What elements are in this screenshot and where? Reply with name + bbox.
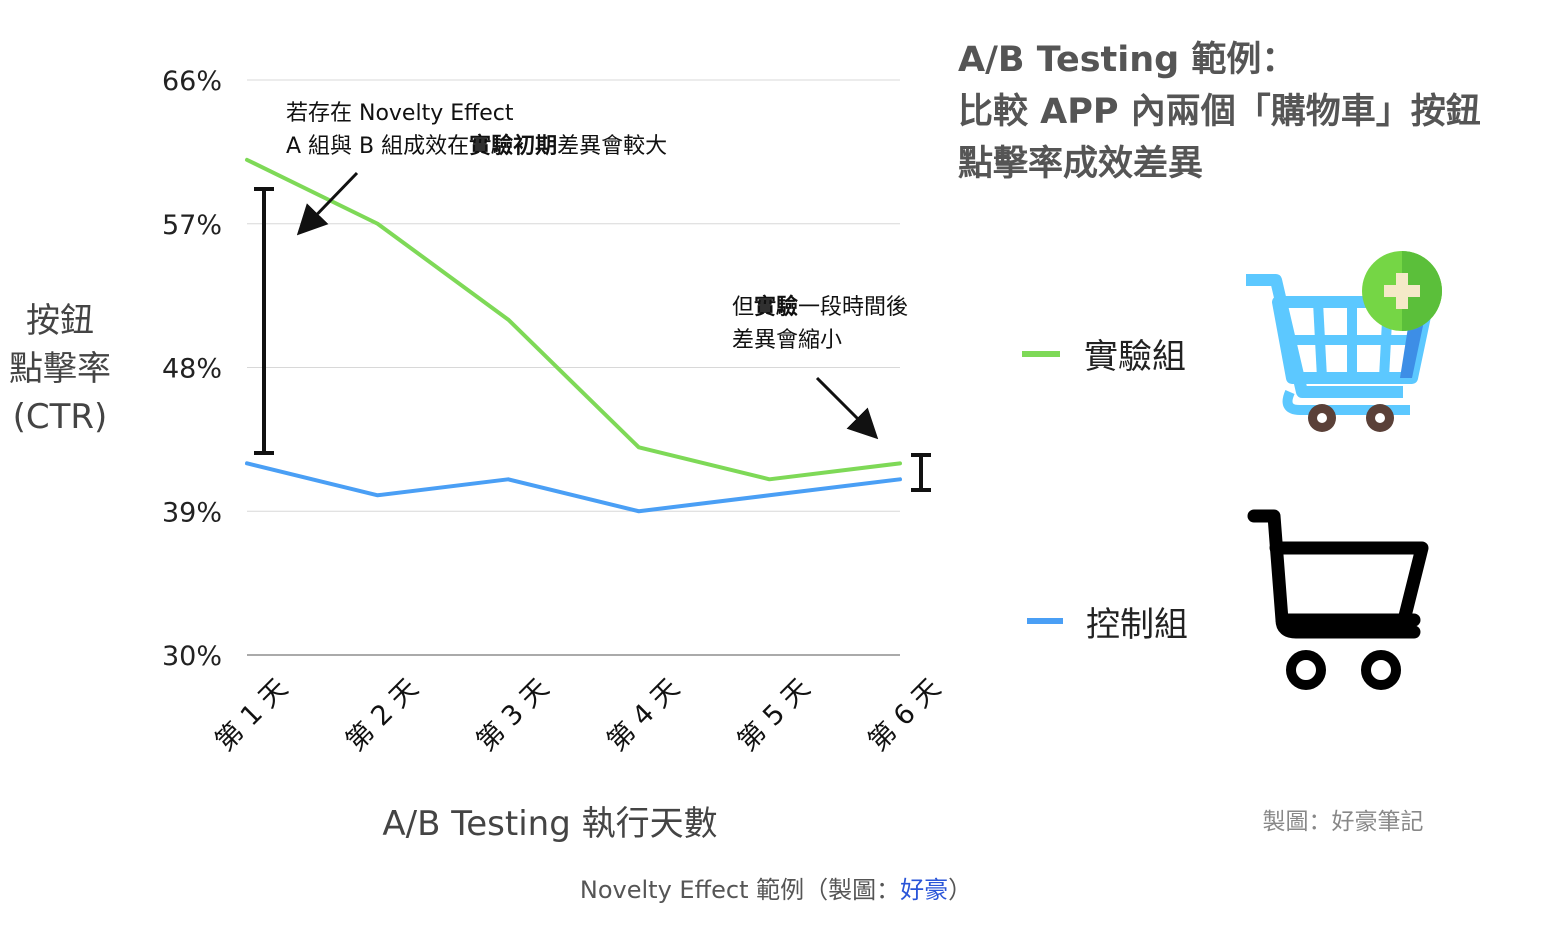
annotation-text: 若存在 Novelty Effect (286, 101, 514, 126)
y-tick-label: 30% (162, 641, 222, 672)
annotation-emphasis: 實驗 (754, 294, 798, 320)
series-line-experiment (245, 157, 902, 482)
x-tick-label: 第 5 天 (732, 673, 816, 757)
annotation-early-difference: 若存在 Novelty Effect A 組與 B 組成效在實驗初期差異會較大 (286, 101, 667, 159)
cart-icon (1247, 509, 1429, 690)
x-tick-label: 第 1 天 (210, 673, 294, 757)
annotation-line: 但實驗一段時間後 (732, 294, 908, 320)
figure-caption: Novelty Effect 範例（製圖：好豪） (0, 870, 1552, 905)
y-axis-label-line-2: 點擊率 (9, 349, 111, 389)
annotation-line: A 組與 B 組成效在實驗初期差異會較大 (286, 133, 667, 159)
y-tick-label: 66% (162, 66, 222, 97)
legend-label-control: 控制組 (1086, 605, 1188, 645)
annotation-emphasis: 實驗初期 (469, 133, 557, 159)
chart-credit: 製圖：好豪筆記 (1263, 809, 1424, 835)
y-tick-labels: 30% 39% 48% 57% 66% (162, 66, 222, 672)
annotation-arrow-early (296, 171, 359, 236)
annotation-line: 若存在 Novelty Effect (286, 101, 514, 126)
x-tick-label: 第 6 天 (863, 673, 947, 757)
x-tick-label: 第 2 天 (340, 673, 424, 757)
series-line-control (245, 461, 902, 514)
caption-prefix: Novelty Effect 範例（製圖： (579, 876, 901, 904)
caption-suffix: ） (948, 876, 973, 904)
chart-title-line-3: 點擊率成效差異 (958, 144, 1203, 184)
y-tick-label: 57% (162, 210, 222, 241)
caption-author-link[interactable]: 好豪 (900, 876, 949, 904)
grid-lines (247, 79, 900, 656)
final-gap-bracket (911, 453, 931, 492)
y-axis-label-line-3: (CTR) (13, 397, 108, 437)
chart-title-line-1: A/B Testing 範例： (958, 40, 1296, 80)
x-tick-label: 第 3 天 (471, 673, 555, 757)
x-axis-label: A/B Testing 執行天數 (382, 804, 717, 844)
annotation-text: 一段時間後 (798, 295, 908, 320)
x-tick-label: 第 4 天 (601, 673, 685, 757)
annotation-text: A 組與 B 組成效在 (286, 134, 469, 159)
annotation-text: 差異會縮小 (732, 328, 842, 353)
chart-title-line-2: 比較 APP 內兩個「購物車」按鈕 (958, 92, 1481, 132)
initial-gap-bracket (254, 187, 274, 455)
series-lines (245, 157, 902, 514)
y-tick-label: 48% (162, 354, 222, 385)
y-axis-label-line-1: 按鈕 (26, 301, 94, 341)
annotation-line: 差異會縮小 (732, 328, 842, 353)
cart-plus-icon (1246, 251, 1442, 432)
x-tick-labels: 第 1 天第 2 天第 3 天第 4 天第 5 天第 6 天 (210, 673, 947, 757)
legend-label-experiment: 實驗組 (1084, 337, 1186, 377)
annotation-arrow-later (815, 376, 879, 440)
y-tick-label: 39% (162, 497, 222, 528)
annotation-text: 差異會較大 (557, 134, 667, 159)
annotation-text: 但 (732, 295, 754, 320)
